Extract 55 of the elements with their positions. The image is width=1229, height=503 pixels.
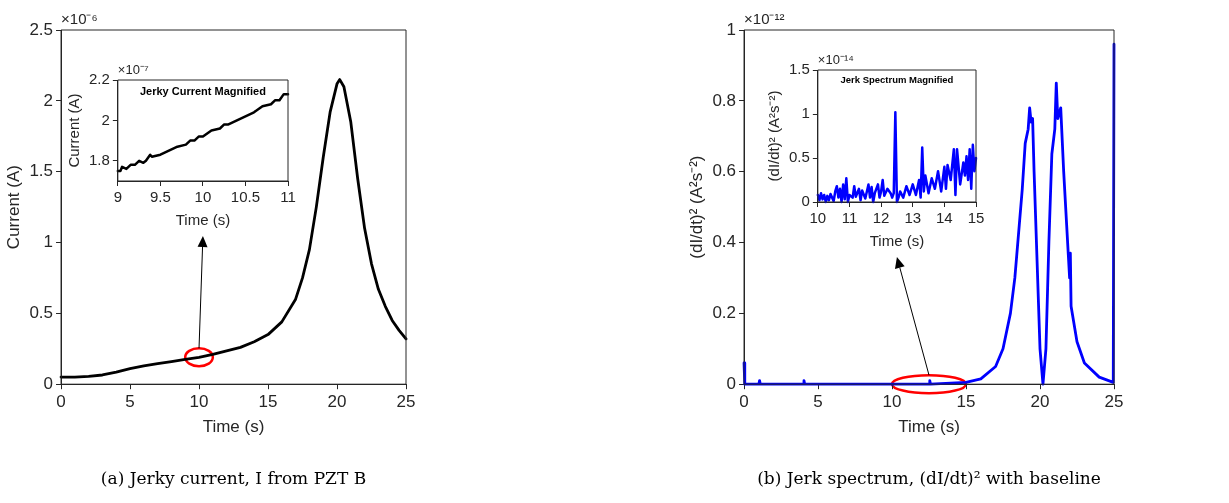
x-axis-title: Time (s) [898,417,960,437]
y-tick-label: 0 [43,373,54,393]
y-tick-label: 0.5 [29,303,54,323]
y-axis-title: Current (A) [3,165,23,250]
x-tick-label: 11 [280,188,296,206]
x-tick-label: 10 [194,188,212,206]
annotation: ×10⁻⁷ [117,62,149,78]
x-tick-label: 11 [841,209,858,227]
y-tick-label: 1.5 [788,60,810,78]
x-axis-title: Time (s) [202,417,265,437]
x-tick-label: 5 [125,392,135,412]
x-tick-label: 13 [904,209,922,227]
x-tick-label: 14 [936,209,953,227]
x-tick-label: 25 [1104,392,1124,412]
chart-title: Jerky Current Magnified [139,84,266,97]
x-tick-label: 5 [813,392,823,412]
text: (b) Jerk spectrum, (dI/dt)² with baseline [756,468,1102,488]
y-tick-label: 2.5 [29,19,54,39]
y-axis-title: (dI/dt)² (A²s⁻²) [686,155,706,259]
y-tick-label: 1 [801,104,810,122]
x-tick-label: 25 [396,392,416,412]
y-axis-title: Current (A) [65,93,83,168]
x-axis-title: Time (s) [175,211,231,229]
y-axis-title: (dI/dt)² (A²s⁻²) [765,90,783,182]
x-tick-label: 9 [113,188,123,206]
x-tick-label: 10.5 [230,188,261,206]
x-tick-label: 10 [809,209,827,227]
x-tick-label: 15 [258,392,278,412]
x-tick-label: 9.5 [149,188,171,206]
chart-title: Jerk Spectrum Magnified [840,74,954,86]
y-tick-label: 1 [43,232,54,252]
y-tick-label: 0.2 [712,303,737,323]
text: ×10⁻⁶ [61,9,98,27]
y-tick-label: 0.6 [712,161,737,181]
y-tick-label: 0.4 [712,232,737,252]
x-tick-label: 15 [967,209,985,227]
x-tick-label: 10 [189,392,209,412]
text: ×10⁻¹² [744,9,785,27]
y-tick-label: 1 [726,19,737,39]
x-axis-title: Time (s) [869,232,925,250]
y-tick-label: 2.2 [88,70,110,88]
y-tick-label: 1.5 [29,161,54,181]
x-tick-label: 12 [872,209,890,227]
y-tick-label: 2 [43,90,54,110]
x-tick-label: 20 [1030,392,1050,412]
x-tick-label: 10 [882,392,902,412]
x-tick-label: 15 [956,392,976,412]
y-tick-label: 0 [726,373,737,393]
annotation: ×10⁻¹⁴ [817,52,854,68]
y-tick-label: 1.8 [88,150,110,168]
y-tick-label: 0.5 [788,148,810,166]
text: (a) Jerky current, I from PZT B [99,468,368,488]
x-tick-label: 20 [327,392,347,412]
y-tick-label: 2 [101,110,110,128]
y-tick-label: 0.8 [712,90,737,110]
